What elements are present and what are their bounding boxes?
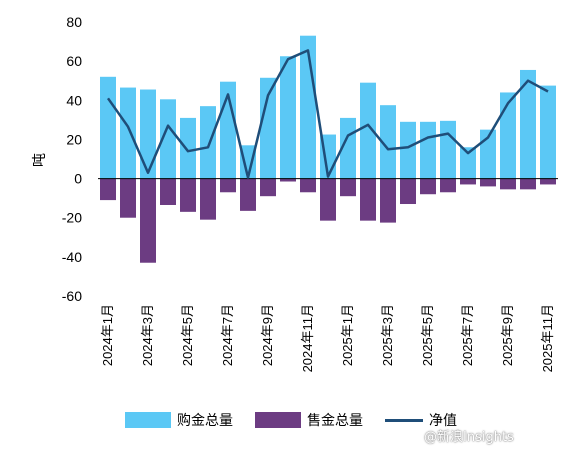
bar-sale bbox=[380, 178, 396, 223]
watermark: @新浪Insights bbox=[424, 430, 514, 445]
x-tick-label: 2024年5月 bbox=[180, 304, 195, 366]
legend-label-purchase: 购金总量 bbox=[177, 413, 233, 429]
bar-sale bbox=[300, 178, 316, 193]
legend-item-sale: 售金总量 bbox=[255, 410, 363, 430]
bar-sale bbox=[120, 178, 136, 218]
bar-purchase bbox=[100, 76, 116, 179]
legend-swatch-sale bbox=[255, 412, 301, 428]
bar-purchase bbox=[420, 121, 436, 179]
bar-sale bbox=[540, 178, 556, 185]
bar-sale bbox=[360, 178, 376, 221]
y-tick-label: -60 bbox=[62, 288, 82, 304]
bar-sale bbox=[280, 178, 296, 182]
bar-sale bbox=[340, 178, 356, 197]
y-tick-label: -40 bbox=[62, 249, 82, 265]
bar-purchase bbox=[280, 56, 296, 179]
bar-purchase bbox=[540, 85, 556, 179]
x-tick-label: 2024年11月 bbox=[300, 304, 315, 372]
bar-sale bbox=[220, 178, 236, 193]
bar-purchase bbox=[520, 69, 536, 179]
bar-purchase bbox=[360, 82, 376, 179]
y-tick-label: 80 bbox=[66, 14, 82, 30]
x-tick-label: 2024年9月 bbox=[260, 304, 275, 366]
x-tick-label: 2025年7月 bbox=[460, 304, 475, 366]
y-ticks: -60 -40 -20 0 20 40 60 80 bbox=[62, 14, 82, 304]
legend: 购金总量 售金总量 净值 bbox=[125, 410, 479, 430]
bar-purchase bbox=[500, 92, 516, 179]
net-line bbox=[106, 49, 549, 179]
x-tick-label: 2024年7月 bbox=[220, 304, 235, 366]
bar-purchase bbox=[200, 106, 216, 179]
bar-sale bbox=[140, 178, 156, 263]
x-tick-label: 2025年9月 bbox=[500, 304, 515, 366]
y-tick-label: 60 bbox=[66, 53, 82, 69]
y-tick-label: 0 bbox=[74, 171, 82, 187]
bar-sale bbox=[320, 178, 336, 221]
bar-sale bbox=[260, 178, 276, 197]
legend-item-purchase: 购金总量 bbox=[125, 410, 233, 430]
bar-purchase bbox=[260, 77, 276, 179]
bar-sale bbox=[180, 178, 196, 212]
x-tick-label: 2025年5月 bbox=[420, 304, 435, 366]
bar-purchase bbox=[240, 145, 256, 179]
bar-sale bbox=[500, 178, 516, 190]
x-tick-label: 2024年1月 bbox=[100, 304, 115, 366]
bar-sale bbox=[520, 178, 536, 190]
bar-purchase bbox=[440, 120, 456, 179]
bars-purchase bbox=[100, 35, 556, 179]
bar-sale bbox=[480, 178, 496, 187]
legend-swatch-net bbox=[385, 418, 423, 422]
bar-sale bbox=[240, 178, 256, 211]
x-tick-label: 2025年1月 bbox=[340, 304, 355, 366]
bar-sale bbox=[200, 178, 216, 220]
y-axis-label: 吨 bbox=[32, 153, 48, 167]
bar-sale bbox=[100, 178, 116, 201]
x-tick-label: 2024年3月 bbox=[140, 304, 155, 366]
bar-sale bbox=[400, 178, 416, 205]
x-tick-label: 2025年3月 bbox=[380, 304, 395, 366]
legend-swatch-purchase bbox=[125, 412, 171, 428]
bar-sale bbox=[420, 178, 436, 195]
legend-item-net: 净值 bbox=[385, 410, 457, 430]
bar-purchase bbox=[140, 89, 156, 179]
bar-purchase bbox=[160, 99, 176, 179]
y-tick-label: 20 bbox=[66, 131, 82, 147]
legend-label-net: 净值 bbox=[429, 413, 457, 429]
bars-sale bbox=[100, 178, 556, 263]
bar-purchase bbox=[460, 147, 476, 179]
y-axis: 吨 -60 -40 -20 0 20 40 60 80 bbox=[32, 14, 82, 304]
y-tick-label: -20 bbox=[62, 210, 82, 226]
bar-sale bbox=[160, 178, 176, 205]
x-ticks: 2024年1月 2024年3月 2024年5月 2024年7月 2024年9月 2024年… bbox=[100, 304, 555, 372]
bar-purchase bbox=[120, 87, 136, 179]
y-tick-label: 40 bbox=[66, 92, 82, 108]
bar-purchase bbox=[400, 121, 416, 179]
legend-label-sale: 售金总量 bbox=[307, 413, 363, 429]
bar-purchase bbox=[180, 117, 196, 179]
bar-sale bbox=[460, 178, 476, 185]
bar-sale bbox=[440, 178, 456, 193]
bar-purchase bbox=[380, 105, 396, 179]
x-tick-label: 2025年11月 bbox=[540, 304, 555, 372]
